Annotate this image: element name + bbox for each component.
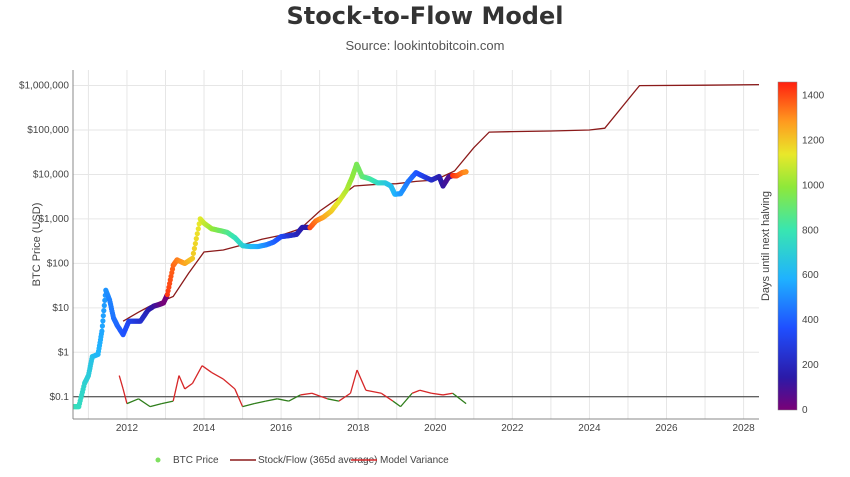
btc-price-point bbox=[100, 313, 106, 319]
x-tick-label: 2012 bbox=[116, 423, 139, 434]
model-variance-segment bbox=[349, 369, 358, 394]
model-variance-segment bbox=[122, 388, 128, 404]
model-variance-segment bbox=[234, 388, 244, 407]
y-tick-label: $100,000 bbox=[27, 125, 69, 136]
model-variance-segment bbox=[184, 382, 193, 390]
legend-item-model-variance[interactable]: Model Variance bbox=[351, 455, 449, 466]
y-tick-label: $0.1 bbox=[50, 392, 70, 403]
model-variance-segment bbox=[288, 394, 301, 402]
colorbar: 0 200 400 600 800 1000 1200 1400 Days until next… bbox=[760, 81, 825, 416]
btc-price-point bbox=[189, 255, 196, 261]
model-variance-segment bbox=[400, 392, 413, 408]
x-tick-label: 2024 bbox=[578, 423, 601, 434]
x-tick-label: 2016 bbox=[270, 423, 293, 434]
colorbar-tick-label: 200 bbox=[802, 360, 819, 371]
x-tick-label: 2014 bbox=[193, 423, 216, 434]
x-tick-label: 2028 bbox=[732, 423, 755, 434]
model-variance-segment bbox=[356, 369, 367, 391]
x-tick-label: 2020 bbox=[424, 423, 447, 434]
model-variance-segment bbox=[191, 365, 203, 384]
model-variance-segment bbox=[300, 392, 313, 396]
btc-price-point bbox=[195, 226, 201, 232]
btc-price-point bbox=[193, 236, 199, 242]
x-tick-label: 2022 bbox=[501, 423, 524, 434]
model-variance-segment bbox=[431, 392, 444, 396]
btc-price-point bbox=[102, 297, 108, 303]
plot-area bbox=[73, 83, 759, 410]
y-tick-label: $1,000,000 bbox=[19, 81, 69, 92]
model-variance-segment bbox=[138, 398, 151, 408]
colorbar-tick-label: 1200 bbox=[802, 135, 825, 146]
model-variance-segment bbox=[411, 389, 421, 394]
model-variance-segment bbox=[178, 375, 186, 390]
model-variance-segment bbox=[452, 392, 467, 405]
btc-price-point bbox=[99, 328, 105, 334]
legend: BTC Price Stock/Flow (365d average) Model … bbox=[155, 455, 449, 466]
colorbar-tick-label: 1400 bbox=[802, 90, 825, 101]
legend-label: Model Variance bbox=[380, 455, 449, 466]
btc-price-point bbox=[191, 245, 197, 252]
btc-price-point bbox=[99, 323, 105, 329]
colorbar-tick-label: 600 bbox=[802, 270, 819, 281]
model-variance-segment bbox=[172, 375, 180, 402]
legend-label: BTC Price bbox=[173, 455, 219, 466]
chart-title: Stock-to-Flow Model bbox=[286, 2, 564, 30]
model-variance-segment bbox=[327, 398, 340, 402]
model-variance-segment bbox=[277, 398, 289, 402]
btc-price-point bbox=[101, 302, 107, 309]
colorbar-tick-label: 0 bbox=[802, 405, 808, 416]
model-variance-segment bbox=[442, 392, 453, 396]
colorbar-tick-label: 400 bbox=[802, 315, 819, 326]
legend-item-stock-flow[interactable]: Stock/Flow (365d average) bbox=[230, 455, 378, 466]
y-tick-label: $1,000 bbox=[38, 214, 69, 225]
model-variance-segment bbox=[419, 389, 432, 394]
chart-subtitle: Source: lookintobitcoin.com bbox=[345, 38, 505, 53]
legend-label: Stock/Flow (365d average) bbox=[258, 455, 378, 466]
btc-price-point bbox=[463, 169, 469, 175]
model-variance-segment bbox=[201, 365, 213, 374]
y-tick-label: $10 bbox=[52, 303, 69, 314]
colorbar-tick-label: 800 bbox=[802, 225, 819, 236]
axes: $0.1 $1 $10 $100 $1,000 $10,000 $100,000 $1,000… bbox=[19, 70, 759, 434]
model-variance-segment bbox=[365, 389, 382, 394]
model-variance-segment bbox=[392, 400, 401, 408]
y-axis-title: BTC Price (USD) bbox=[31, 203, 43, 287]
model-variance-segment bbox=[311, 392, 328, 400]
x-tick-label: 2018 bbox=[347, 423, 370, 434]
model-variance-segment bbox=[149, 403, 162, 408]
colorbar-tick-label: 1000 bbox=[802, 180, 825, 191]
model-variance-segment bbox=[338, 392, 351, 402]
y-tick-label: $10,000 bbox=[33, 169, 70, 180]
model-variance-segment bbox=[118, 375, 124, 390]
model-variance-segment bbox=[222, 378, 236, 390]
y-tick-label: $100 bbox=[47, 258, 70, 269]
model-variance-segment bbox=[211, 372, 224, 380]
stock-flow-line bbox=[122, 83, 759, 322]
model-variance-segment bbox=[161, 400, 174, 405]
legend-marker bbox=[155, 457, 161, 463]
model-variance-segment bbox=[265, 398, 278, 402]
btc-price-point bbox=[100, 318, 106, 324]
colorbar-title: Days until next halving bbox=[760, 191, 772, 301]
colorbar-gradient bbox=[777, 81, 798, 411]
btc-price-point bbox=[192, 241, 198, 247]
btc-price-point bbox=[101, 308, 107, 314]
y-tick-label: $1 bbox=[58, 347, 70, 358]
model-variance-segment bbox=[126, 398, 139, 405]
legend-item-btc-price[interactable]: BTC Price bbox=[155, 455, 220, 466]
x-tick-label: 2026 bbox=[655, 423, 678, 434]
model-variance-segment bbox=[253, 400, 266, 405]
model-variance-segment bbox=[380, 392, 394, 402]
model-variance-segment bbox=[242, 403, 255, 408]
btc-price-point bbox=[194, 231, 200, 237]
btc-price-point bbox=[190, 250, 196, 256]
grid bbox=[73, 70, 759, 419]
